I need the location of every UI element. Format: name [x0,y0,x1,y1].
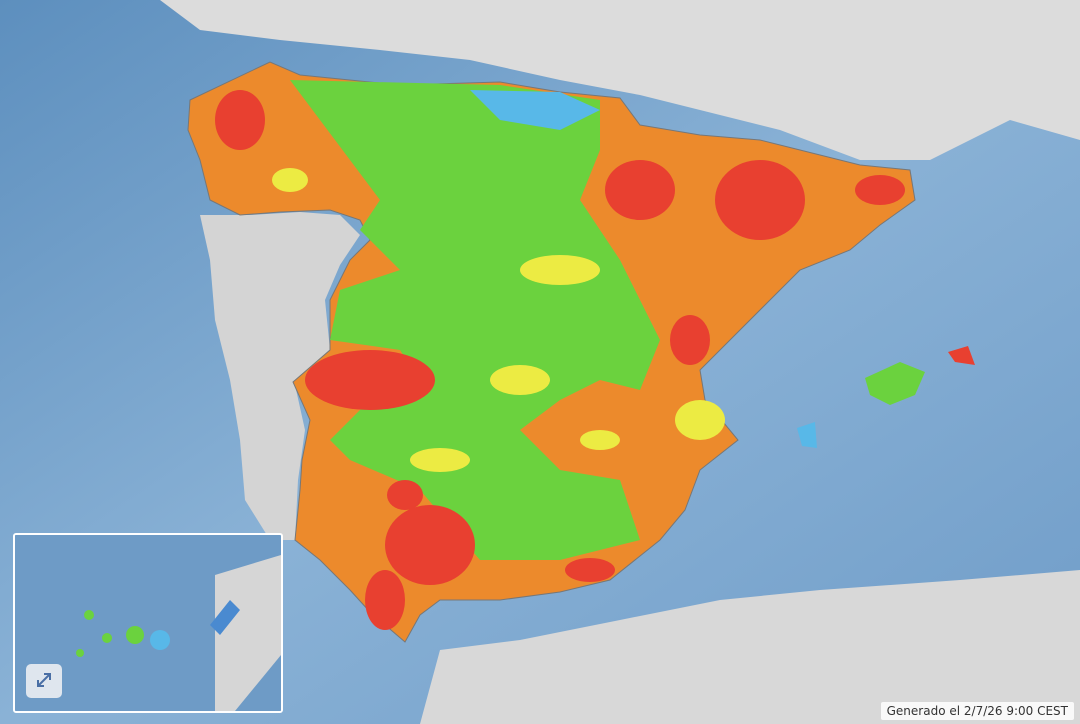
blue-zone [470,90,600,130]
expand-button[interactable] [26,664,62,698]
yellow-zones [272,168,725,472]
africa-land [420,570,1080,724]
ibiza [797,422,817,448]
red-zones [215,90,905,630]
timestamp: Generado el 2/7/26 9:00 CEST [880,702,1074,720]
portugal-land [200,212,360,540]
france-land [160,0,1080,160]
expand-icon [37,673,51,687]
mallorca [865,362,925,405]
menorca [948,346,975,365]
green-zone [290,80,660,560]
